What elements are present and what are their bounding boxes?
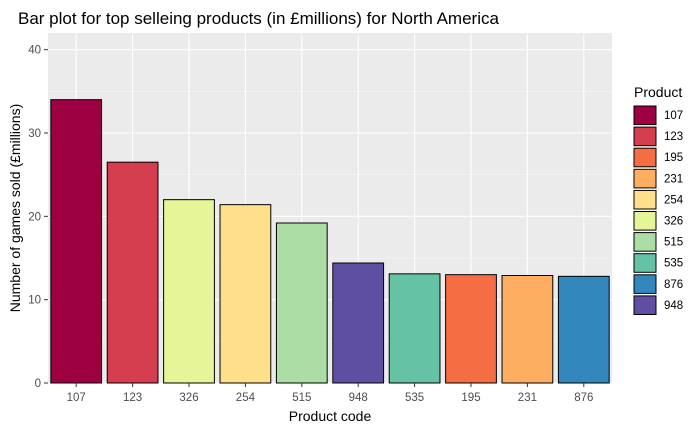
legend-label: 326 <box>664 216 683 228</box>
legend-key-948 <box>633 295 657 315</box>
x-tick-label: 876 <box>574 392 593 404</box>
legend-key-326 <box>633 211 657 231</box>
bar-515 <box>275 222 328 384</box>
bar-254 <box>219 204 272 384</box>
y-tick-label: 20 <box>28 211 41 223</box>
legend-label: 535 <box>664 258 683 270</box>
bars <box>50 99 610 384</box>
bar-326 <box>163 199 215 384</box>
bar-107 <box>50 99 103 384</box>
legend-label: 876 <box>664 279 683 291</box>
legend-label: 515 <box>664 237 683 249</box>
y-tick-label: 0 <box>35 378 41 390</box>
bar-195 <box>445 274 497 384</box>
legend-key-876 <box>633 274 657 294</box>
bar-123 <box>106 161 159 384</box>
x-tick-label: 515 <box>292 392 311 404</box>
y-axis-title: Number of games sold (£millions) <box>7 104 23 313</box>
bar-231 <box>501 275 554 384</box>
legend-label: 231 <box>664 173 683 185</box>
chart-title: Bar plot for top selleing products (in £… <box>18 9 499 28</box>
x-tick-label: 254 <box>236 392 256 404</box>
legend-key-107 <box>633 105 657 126</box>
y-tick-label: 30 <box>28 128 41 140</box>
legend-label: 254 <box>664 194 684 206</box>
legend-label: 948 <box>664 300 683 312</box>
bar-535 <box>388 273 441 384</box>
legend-key-231 <box>633 168 657 189</box>
legend-label: 123 <box>664 131 683 143</box>
x-tick-label: 948 <box>349 392 368 404</box>
x-tick-label: 123 <box>123 392 142 404</box>
legend-key-515 <box>633 232 657 252</box>
legend-key-123 <box>633 126 657 147</box>
bar-876 <box>557 275 610 384</box>
legend-key-195 <box>633 147 657 168</box>
legend-label: 107 <box>664 110 683 122</box>
bar-948 <box>332 262 385 384</box>
y-tick-label: 40 <box>28 45 41 57</box>
y-tick-label: 10 <box>28 295 41 307</box>
x-tick-label: 535 <box>405 392 424 404</box>
legend-label: 195 <box>664 152 683 164</box>
x-tick-label: 107 <box>67 392 86 404</box>
y-axis-ticks: 0 10 20 30 40 <box>28 45 48 390</box>
x-axis-ticks: 107 123 326 254 515 948 535 195 231 876 <box>67 383 593 404</box>
legend-key-535 <box>633 253 657 273</box>
x-axis-title: Product code <box>289 408 372 424</box>
legend-title: Product <box>634 84 682 100</box>
legend-key-254 <box>633 189 657 210</box>
legend: Product 107 123 195 231 254 326 515 535 876 948 <box>633 84 684 315</box>
x-tick-label: 326 <box>179 392 198 404</box>
x-tick-label: 231 <box>518 392 537 404</box>
x-tick-label: 195 <box>461 392 480 404</box>
